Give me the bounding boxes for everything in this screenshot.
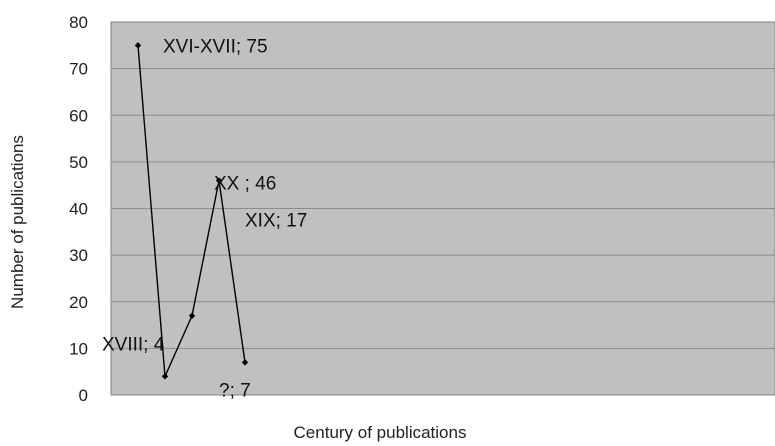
y-tick-label: 0 — [79, 386, 88, 405]
data-label: ?; 7 — [219, 380, 251, 401]
y-tick-label: 70 — [69, 60, 88, 79]
y-tick-label: 40 — [69, 200, 88, 219]
y-tick-label: 50 — [69, 153, 88, 172]
y-tick-label: 20 — [69, 293, 88, 312]
data-point — [188, 312, 196, 319]
data-labels: XVI-XVII; 75 XVIII; 4 XIX; 17 XX ; 46 ?; 7 — [102, 36, 307, 401]
y-tick-label: 30 — [69, 246, 88, 265]
x-axis-title: Century of publications — [294, 423, 467, 442]
y-axis-title: Number of publications — [8, 135, 27, 309]
data-point — [215, 177, 223, 184]
data-point — [161, 373, 169, 380]
data-label: XX ; 46 — [214, 174, 276, 195]
data-point — [241, 359, 249, 366]
data-point — [134, 42, 142, 49]
y-axis-ticks: 0 10 20 30 40 50 60 70 80 — [69, 13, 88, 405]
data-label: XIX; 17 — [245, 211, 307, 232]
data-label: XVIII; 4 — [102, 334, 165, 355]
series-layer — [134, 42, 249, 380]
gridlines — [111, 68, 775, 349]
y-tick-label: 10 — [69, 339, 88, 358]
data-label: XVI-XVII; 75 — [163, 36, 268, 57]
y-tick-label: 80 — [69, 13, 88, 32]
y-tick-label: 60 — [69, 106, 88, 125]
